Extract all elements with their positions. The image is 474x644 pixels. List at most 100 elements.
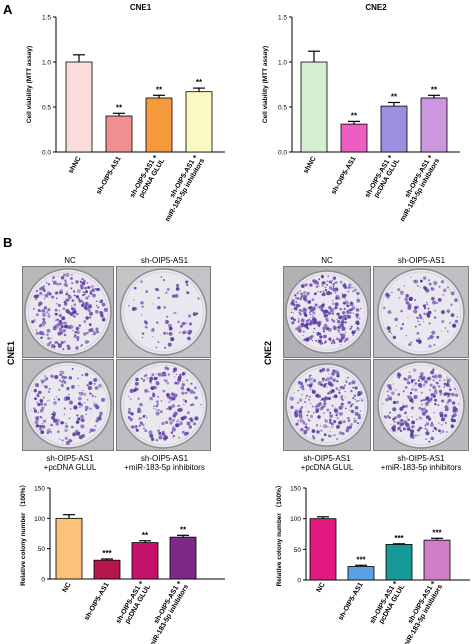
colony-dot: [340, 323, 344, 328]
colony-dot: [302, 421, 306, 425]
colony-dot: [338, 420, 343, 425]
colony-dot: [33, 409, 37, 413]
colony-dot: [63, 340, 66, 344]
colony-dot: [45, 281, 48, 284]
colony-dot: [169, 421, 173, 425]
colony-dot: [322, 326, 326, 331]
colony-dot: [337, 319, 341, 323]
colony-dot: [310, 319, 313, 323]
colony-dot: [328, 418, 332, 421]
colony-dot: [42, 317, 46, 321]
colony-dot: [73, 405, 78, 410]
colony-dot: [86, 384, 89, 387]
colony-dot: [330, 383, 334, 387]
colony-dot: [51, 415, 55, 420]
panel-letter-a: A: [3, 2, 13, 17]
colony-dot: [71, 384, 75, 389]
colony-dot: [446, 401, 449, 404]
chart-title: CNE1: [130, 3, 152, 12]
colony-dot: [167, 373, 170, 376]
colony-dot: [152, 303, 154, 305]
colony-dot: [95, 330, 99, 334]
colony-dot: [58, 313, 62, 318]
dish-plate: [285, 363, 369, 447]
colony-dot: [88, 323, 92, 326]
colony-dot: [331, 389, 335, 393]
colony-dot: [295, 303, 300, 308]
colony-dot: [37, 308, 41, 312]
colony-dot: [89, 290, 92, 293]
colony-dot: [47, 283, 51, 286]
colony-dot: [386, 326, 391, 331]
colony-dot: [338, 329, 340, 332]
colony-dot: [39, 402, 44, 406]
colony-dot: [56, 318, 59, 321]
colony-dot: [95, 309, 99, 314]
colony-dot: [326, 377, 330, 381]
colony-dot: [90, 285, 94, 288]
colony-dot: [344, 407, 347, 410]
colony-dot: [338, 431, 343, 435]
colony-dot: [47, 400, 49, 402]
colony-dot: [72, 329, 74, 332]
colony-dot: [42, 396, 45, 399]
colony-dot: [345, 337, 349, 341]
significance-label: ***: [356, 555, 366, 564]
colony-dot: [297, 389, 300, 392]
colony-dot: [422, 318, 424, 320]
colony-dot: [45, 377, 49, 381]
colony-dot: [323, 402, 327, 406]
colony-dot: [71, 299, 75, 303]
colony-dot: [141, 417, 143, 419]
colony-dot: [42, 385, 44, 387]
colony-dot: [414, 382, 418, 385]
photo-side-label-cne2: CNE2: [263, 340, 273, 365]
colony-dot: [75, 280, 79, 284]
colony-dot: [453, 387, 457, 390]
colony-dot: [417, 434, 419, 437]
colony-dot: [87, 285, 91, 289]
colony-dot: [56, 303, 58, 305]
colony-dot: [42, 332, 45, 336]
colony-dot: [419, 418, 421, 420]
colony-dot: [420, 399, 423, 402]
colony-dot: [451, 424, 453, 426]
colony-photo-cne2-sh: [373, 266, 469, 358]
colony-dot: [344, 390, 346, 393]
colony-dot: [312, 321, 315, 325]
colony-dot: [438, 429, 441, 433]
colony-dot: [298, 398, 303, 402]
colony-dot: [406, 425, 411, 430]
colony-dot: [393, 420, 396, 423]
colony-dot: [347, 419, 351, 422]
colony-dot: [77, 401, 82, 406]
colony-dot: [30, 409, 32, 411]
colony-dot: [300, 410, 302, 412]
colony-dot: [291, 317, 294, 320]
colony-dot: [338, 405, 343, 410]
colony-dot: [59, 319, 62, 323]
colony-dot: [79, 406, 81, 408]
colony-dot: [158, 431, 162, 435]
colony-dot: [314, 405, 317, 408]
colony-dot: [348, 409, 351, 412]
colony-dot: [194, 416, 199, 421]
colony-dot: [38, 287, 42, 291]
y-tick-label: 1.0: [42, 60, 51, 67]
colony-dot: [194, 396, 198, 400]
colony-dot: [449, 289, 451, 291]
colony-dot: [92, 331, 96, 334]
colony-dot: [404, 386, 408, 389]
colony-dot: [178, 404, 181, 407]
colony-dot: [306, 327, 309, 330]
colony-dot: [55, 396, 58, 398]
colony-dot: [446, 286, 450, 289]
colony-dot: [133, 299, 135, 301]
colony-dot: [313, 435, 315, 437]
colony-dot: [160, 276, 163, 278]
colony-dot: [58, 438, 61, 441]
colony-dot: [446, 376, 448, 378]
colony-dot: [141, 336, 144, 339]
colony-dot: [144, 429, 148, 432]
bar: [300, 61, 328, 153]
